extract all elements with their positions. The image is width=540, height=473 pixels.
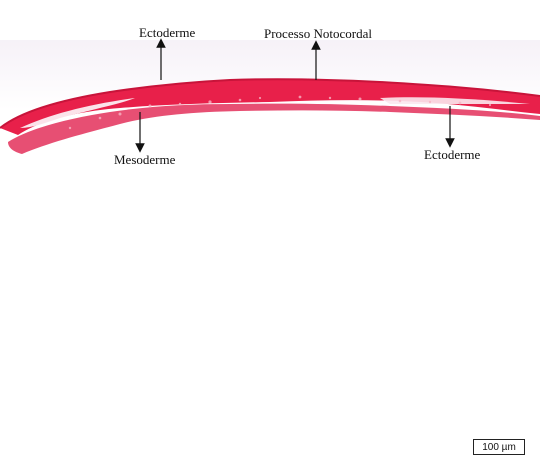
cavity-right <box>380 97 530 104</box>
ectoderm-surface <box>0 78 540 129</box>
scale-bar: 100 µm <box>473 439 525 455</box>
scale-bar-text: 100 µm <box>482 441 516 453</box>
ectoderm-band <box>0 79 540 135</box>
cell-speckles <box>68 95 492 130</box>
label-mesoderme: Mesoderme <box>114 152 176 167</box>
label-ectoderme-right: Ectoderme <box>424 147 481 162</box>
embryo-tissue-section <box>0 78 540 154</box>
cavity-left <box>20 98 135 128</box>
label-ectoderme-top: Ectoderme <box>139 25 196 40</box>
annotation-arrows <box>135 38 455 153</box>
mesoderm-band <box>8 103 540 154</box>
label-processo-notocordal: Processo Notocordal <box>264 26 372 41</box>
